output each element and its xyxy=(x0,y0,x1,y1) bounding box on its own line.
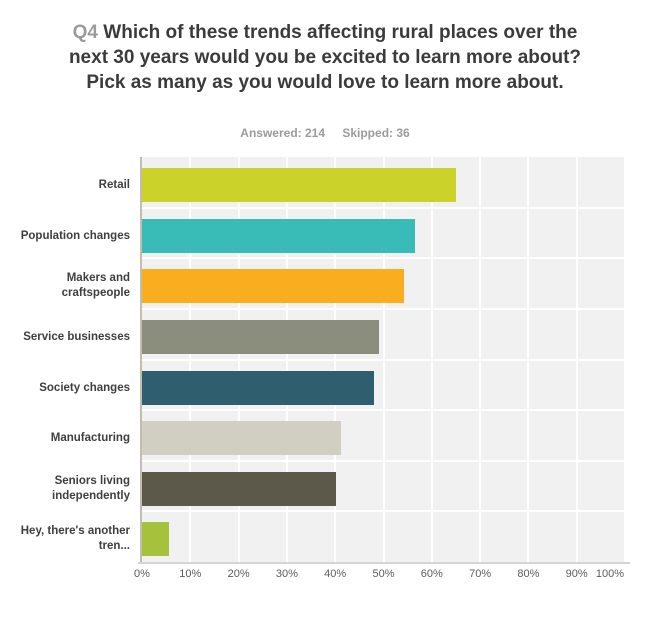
row-separator xyxy=(142,409,625,411)
bar-service-businesses[interactable] xyxy=(142,320,379,354)
x-tick-label-50pct: 50% xyxy=(372,568,395,580)
x-tick-label-90pct: 90% xyxy=(565,568,588,580)
bar-retail[interactable] xyxy=(142,168,456,202)
question-title: Q4 Which of these trends affecting rural… xyxy=(55,20,595,95)
plot-area xyxy=(142,157,626,562)
x-tick-label-20pct: 20% xyxy=(227,568,250,580)
x-tick-label-0pct: 0% xyxy=(134,568,150,580)
category-label-seniors-living-independently: Seniors living independently xyxy=(52,475,130,502)
category-label-population-changes: Population changes xyxy=(20,229,130,242)
question-number: Q4 xyxy=(72,22,98,43)
x-tick-label-60pct: 60% xyxy=(420,568,443,580)
skipped-count: Skipped: 36 xyxy=(342,126,410,140)
row-separator xyxy=(142,359,625,361)
row-separator xyxy=(142,460,625,462)
category-label-service-businesses: Service businesses xyxy=(23,330,130,343)
row-separator xyxy=(142,207,625,209)
bar-manufacturing[interactable] xyxy=(142,421,341,455)
bar-society-changes[interactable] xyxy=(142,371,375,405)
category-label-retail: Retail xyxy=(98,178,130,191)
x-tick-label-10pct: 10% xyxy=(179,568,202,580)
x-axis-line xyxy=(138,562,630,564)
x-tick-label-80pct: 80% xyxy=(517,568,540,580)
y-axis-line xyxy=(140,157,142,563)
question-text: Which of these trends affecting rural pl… xyxy=(68,22,582,93)
bar-seniors-living-independently[interactable] xyxy=(142,472,337,506)
x-tick-label-30pct: 30% xyxy=(275,568,298,580)
gridline-100pct xyxy=(624,157,626,562)
row-separator xyxy=(142,257,625,259)
x-tick-label-70pct: 70% xyxy=(469,568,492,580)
row-separator xyxy=(142,510,625,512)
category-label-manufacturing: Manufacturing xyxy=(50,431,130,444)
bar-makers-and-craftspeople[interactable] xyxy=(142,269,404,303)
bar-population-changes[interactable] xyxy=(142,219,416,253)
bar-hey-there-s-another-tren[interactable] xyxy=(142,522,170,556)
category-label-hey-there-s-another-tren: Hey, there's another tren... xyxy=(20,525,130,552)
category-label-society-changes: Society changes xyxy=(39,381,130,394)
x-tick-label-100pct: 100% xyxy=(595,568,625,580)
x-tick-label-40pct: 40% xyxy=(324,568,347,580)
response-stats: Answered: 214 Skipped: 36 xyxy=(0,126,650,140)
answered-count: Answered: 214 xyxy=(240,126,325,140)
row-separator xyxy=(142,308,625,310)
category-label-makers-and-craftspeople: Makers and craftspeople xyxy=(61,272,130,299)
